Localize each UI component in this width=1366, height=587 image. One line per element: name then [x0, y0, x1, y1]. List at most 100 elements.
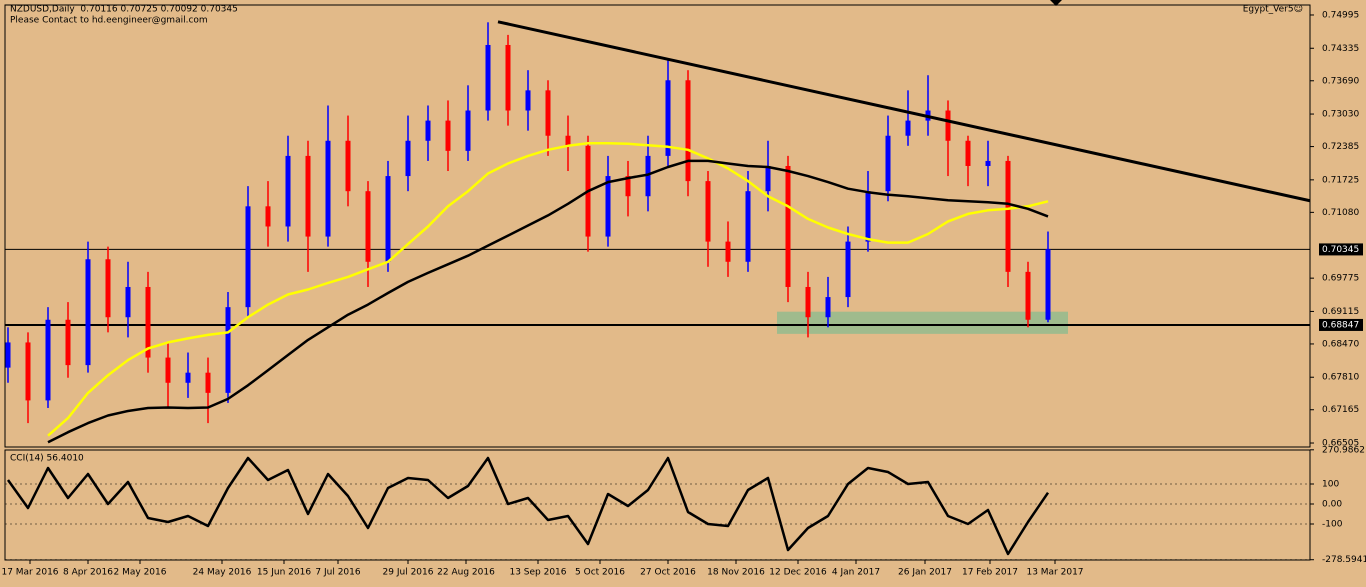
candle-body	[1005, 160, 1011, 272]
x-tick-label: 17 Feb 2017	[962, 568, 1018, 578]
x-tick-label: 24 May 2016	[193, 568, 252, 578]
x-tick-label: 13 Sep 2016	[509, 568, 566, 578]
indicator-panel	[4, 449, 1311, 561]
y-tick-label: 0.00	[1322, 500, 1342, 510]
y-tick-label: 0.69775	[1322, 274, 1359, 284]
candle-body	[5, 342, 11, 368]
candle-body	[25, 342, 31, 401]
candle-body	[305, 155, 311, 237]
candle-body	[505, 44, 511, 111]
candle-body	[425, 120, 431, 141]
y-tick-label: 0.72385	[1322, 142, 1359, 152]
candle-body	[525, 90, 531, 111]
candle-body	[685, 80, 691, 182]
candle-body	[545, 90, 551, 136]
x-tick-label: 8 Apr 2016	[63, 568, 113, 578]
candle-body	[885, 135, 891, 192]
candle-body	[805, 286, 811, 318]
candle-body	[725, 241, 731, 262]
y-tick-label: 0.74995	[1322, 10, 1359, 20]
candle-body	[265, 206, 271, 227]
price-panel	[4, 4, 1311, 448]
candle-body	[785, 165, 791, 287]
candle-body	[665, 80, 671, 156]
x-tick-label: 18 Nov 2016	[707, 568, 765, 578]
candle-body	[185, 372, 191, 383]
y-tick-label: 270.9862	[1322, 445, 1365, 455]
candle-body	[605, 176, 611, 237]
candle-body	[245, 206, 251, 308]
candle-body	[225, 307, 231, 393]
candle-body	[1025, 271, 1031, 320]
y-tick-label: 0.71725	[1322, 175, 1359, 185]
y-tick-label: 0.71080	[1322, 208, 1359, 218]
candle-body	[565, 135, 571, 146]
candle-body	[705, 181, 711, 242]
candle-body	[985, 160, 991, 166]
candle-body	[345, 140, 351, 192]
x-tick-label: 15 Jun 2016	[257, 568, 311, 578]
y-tick-label: 0.67165	[1322, 405, 1359, 415]
annotation: Egypt_Ver5☺	[1243, 4, 1303, 15]
candle-body	[325, 140, 331, 237]
trendline	[497, 20, 1311, 203]
candle-body	[105, 259, 111, 318]
chart-title: NZDUSD,Daily 0.70116 0.70725 0.70092 0.7…	[10, 5, 238, 15]
x-tick-label: 12 Dec 2016	[769, 568, 827, 578]
candle-body	[825, 297, 831, 318]
candle-body	[485, 44, 491, 111]
candle-body	[645, 155, 651, 197]
chart-subtitle: Please Contact to hd.eengineer@gmail.com	[10, 16, 208, 26]
candle-body	[905, 120, 911, 136]
candle-body	[745, 191, 751, 262]
candle-body	[865, 191, 871, 242]
candle-body	[625, 176, 631, 197]
price-label-box	[1319, 243, 1363, 256]
candle-body	[45, 319, 51, 401]
candle-body	[845, 241, 851, 298]
x-tick-label: 13 Mar 2017	[1026, 568, 1083, 578]
y-tick-label: 0.67810	[1322, 373, 1359, 383]
candle-body	[965, 140, 971, 166]
x-tick-label: 4 Jan 2017	[832, 568, 880, 578]
x-tick-label: 22 Aug 2016	[437, 568, 495, 578]
y-tick-label: 0.68470	[1322, 339, 1359, 349]
shift-marker	[1050, 0, 1062, 6]
price-label: 0.70345	[1322, 245, 1359, 255]
candle-body	[65, 319, 71, 366]
x-tick-label: 5 Oct 2016	[575, 568, 625, 578]
candle-body	[145, 286, 151, 358]
y-tick-label: -278.5941	[1322, 555, 1366, 565]
price-label: 0.68847	[1322, 320, 1359, 330]
candle-body	[365, 191, 371, 262]
x-tick-label: 17 Mar 2016	[1, 568, 58, 578]
x-tick-label: 2 May 2016	[114, 568, 167, 578]
candle-body	[945, 110, 951, 141]
x-tick-label: 7 Jul 2016	[315, 568, 360, 578]
x-tick-label: 29 Jul 2016	[383, 568, 434, 578]
indicator-title: CCI(14) 56.4010	[10, 454, 84, 464]
candle-body	[85, 259, 91, 366]
candle-body	[765, 165, 771, 192]
candle-body	[405, 140, 411, 177]
candle-body	[1045, 249, 1051, 320]
price-label-box	[1319, 318, 1363, 331]
moving-average	[47, 142, 1049, 437]
y-tick-label: 0.66505	[1322, 439, 1359, 449]
indicator-line	[6, 456, 1050, 556]
y-tick-label: 0.73030	[1322, 110, 1359, 120]
zone	[777, 311, 1068, 334]
y-tick-label: 100	[1322, 480, 1339, 490]
candle-body	[125, 286, 131, 318]
y-tick-label: 0.69115	[1322, 307, 1359, 317]
y-tick-label: 0.74335	[1322, 44, 1359, 54]
x-tick-label: 26 Jan 2017	[898, 568, 952, 578]
candle-body	[465, 110, 471, 151]
candle-body	[285, 155, 291, 227]
y-tick-label: -100	[1322, 520, 1343, 530]
candle-body	[385, 176, 391, 262]
candle-body	[165, 357, 171, 383]
plot-layer: 0.74995 0.74335 0.73690 0.73030 0.72385 0.717…	[1, 10, 1366, 577]
candle-body	[445, 120, 451, 151]
